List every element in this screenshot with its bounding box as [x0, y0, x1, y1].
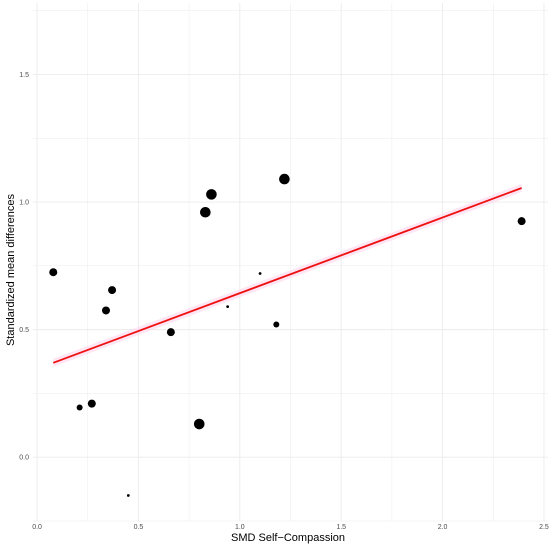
data-point — [517, 217, 526, 226]
data-point — [166, 328, 175, 337]
grid-lines — [33, 3, 548, 522]
y-axis-ticks: 0.0 0.5 1.0 1.5 — [19, 72, 29, 462]
data-point — [193, 418, 205, 430]
y-tick-label: 1.5 — [19, 72, 29, 79]
data-point — [206, 189, 217, 200]
x-tick-label: 1.5 — [336, 524, 346, 531]
y-tick-label: 0.0 — [19, 455, 29, 462]
data-point — [200, 206, 211, 218]
x-axis-title: SMD Self−Compassion — [231, 532, 345, 544]
data-point — [279, 173, 290, 185]
x-axis-ticks: 0.0 0.5 1.0 1.5 2.0 2.5 — [32, 524, 549, 531]
data-point — [273, 321, 280, 328]
x-tick-label: 0.5 — [134, 524, 144, 531]
y-tick-label: 0.5 — [19, 327, 29, 334]
data-point — [226, 305, 230, 309]
data-point — [108, 286, 117, 295]
data-point — [49, 268, 58, 277]
x-tick-label: 2.0 — [438, 524, 448, 531]
data-point — [101, 306, 110, 315]
y-tick-label: 1.0 — [19, 200, 29, 207]
x-tick-label: 2.5 — [539, 524, 549, 531]
data-points — [49, 173, 526, 497]
data-point — [87, 399, 96, 408]
regression-line-group — [52, 187, 522, 364]
x-tick-label: 1.0 — [235, 524, 245, 531]
x-tick-label: 0.0 — [32, 524, 42, 531]
y-axis-title: Standardized mean differences — [5, 193, 17, 346]
regression-line — [52, 187, 522, 364]
data-point — [258, 272, 262, 275]
data-point — [76, 404, 83, 411]
data-point — [126, 494, 130, 497]
